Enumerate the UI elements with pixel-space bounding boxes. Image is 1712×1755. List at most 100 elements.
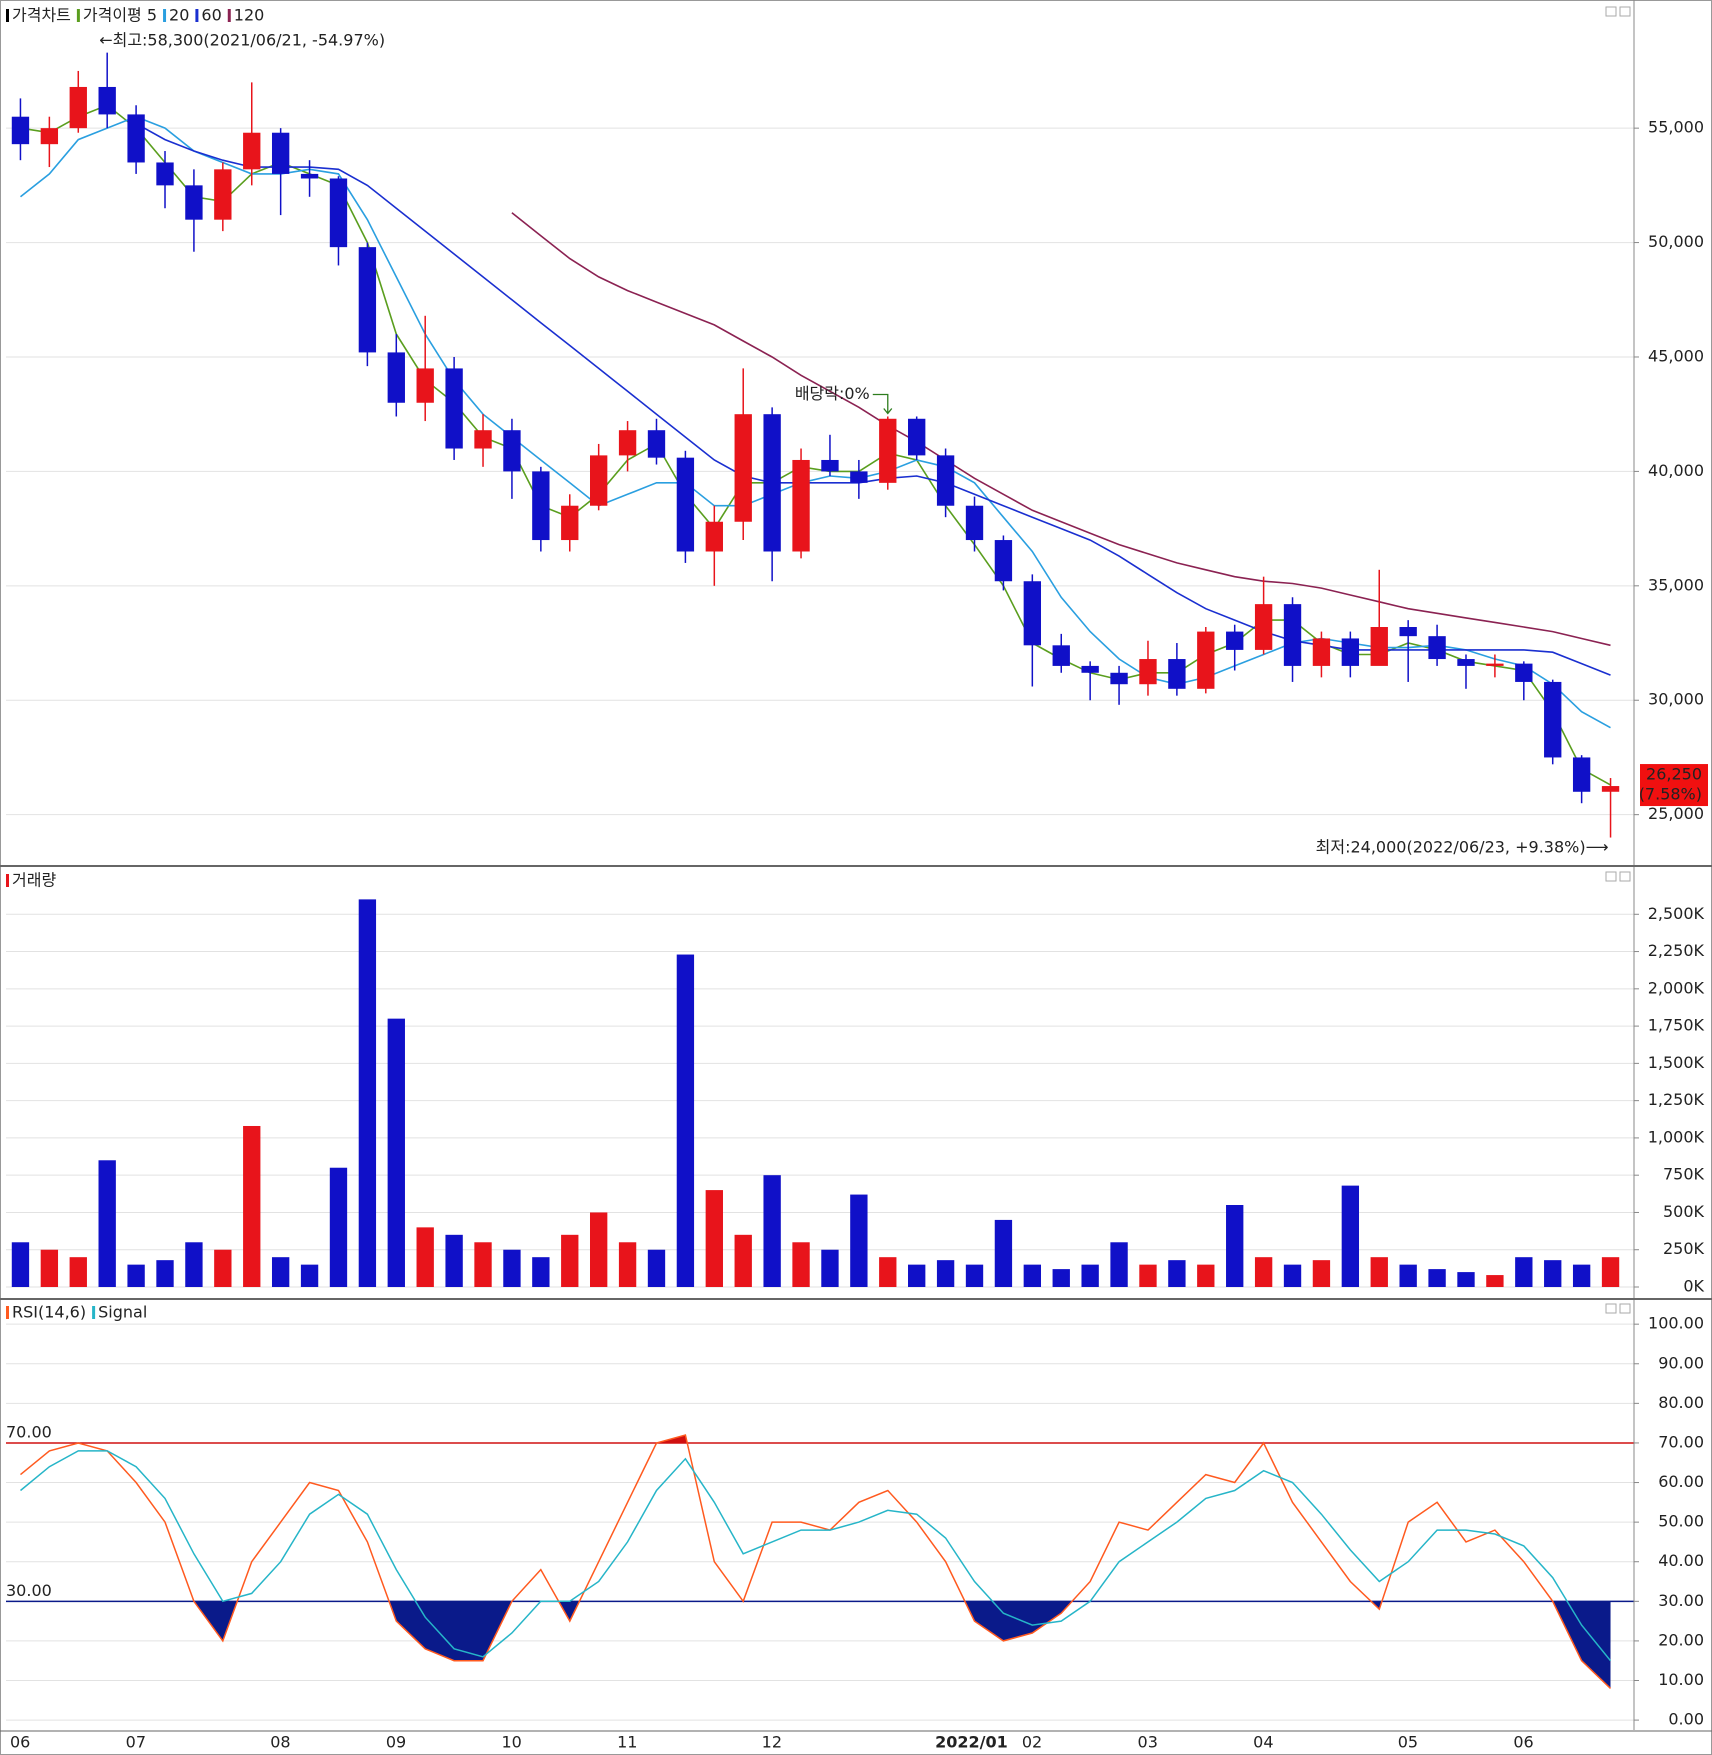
volume-bar — [1544, 1260, 1562, 1287]
candle-body — [185, 185, 203, 220]
candle-body — [214, 169, 232, 220]
candle-body — [763, 414, 781, 552]
legend-marker — [163, 9, 167, 22]
legend-marker — [6, 9, 9, 22]
volume-bar — [185, 1242, 203, 1287]
volume-bar — [503, 1249, 521, 1287]
panel-button[interactable] — [1619, 871, 1631, 882]
candle-body — [1168, 659, 1186, 689]
y-tick-label: 60.00 — [1658, 1472, 1704, 1491]
panel-button[interactable] — [1619, 6, 1631, 17]
candle-body — [618, 430, 637, 456]
volume-bar — [1601, 1257, 1620, 1287]
volume-bar — [763, 1175, 781, 1287]
volume-bar — [1283, 1264, 1302, 1287]
volume-bar — [1486, 1275, 1504, 1287]
candle-body — [792, 459, 810, 552]
candle-body — [445, 368, 463, 449]
y-tick-label: 500K — [1663, 1202, 1705, 1221]
panel-button[interactable] — [1605, 6, 1617, 17]
volume-bar — [1341, 1185, 1360, 1287]
x-tick-label: 05 — [1398, 1733, 1418, 1752]
legend-marker — [6, 1306, 9, 1319]
legend-label: 가격차트 — [12, 6, 71, 25]
indicator-line — [20, 1434, 1612, 1689]
panel-button[interactable] — [1619, 1303, 1631, 1314]
legend-label: 20 — [169, 6, 189, 25]
y-tick-label: 90.00 — [1658, 1353, 1704, 1372]
candle-body — [850, 471, 868, 483]
volume-bar — [676, 954, 695, 1287]
candle-body — [1226, 631, 1244, 650]
volume-bar — [98, 1160, 116, 1287]
y-tick-label: 50.00 — [1658, 1512, 1704, 1531]
volume-bar — [1139, 1264, 1157, 1287]
candle-body — [1254, 604, 1273, 650]
candle-body — [474, 430, 492, 449]
volume-bar — [618, 1242, 637, 1287]
volume-bar — [11, 1242, 30, 1287]
volume-bar — [1110, 1242, 1128, 1287]
moving-average-line — [511, 212, 1611, 647]
y-tick-label: 40,000 — [1648, 461, 1704, 480]
y-tick-label: 1,750K — [1648, 1016, 1705, 1035]
y-tick-label: 1,000K — [1648, 1127, 1705, 1146]
volume-bar — [1515, 1257, 1533, 1287]
volume-bar — [908, 1264, 926, 1287]
volume-bar — [561, 1234, 579, 1287]
x-tick-label: 04 — [1253, 1733, 1273, 1752]
text-layer: 06 07 08 09 10 11 12 2022/01 02 03 04 05 06 25,000 30,… — [6, 6, 1708, 1752]
panel-button[interactable] — [1605, 1303, 1617, 1314]
legend-marker — [6, 874, 9, 887]
candle-body — [503, 430, 521, 472]
candle-body — [1515, 663, 1533, 682]
legend-marker — [195, 9, 199, 22]
x-tick-label: 2022/01 — [935, 1733, 1008, 1752]
reference-label: 70.00 — [6, 1422, 52, 1441]
volume-bar — [214, 1249, 232, 1287]
candle-body — [127, 114, 145, 163]
legend-label: RSI(14,6) — [12, 1303, 86, 1322]
volume-bar — [1254, 1257, 1273, 1287]
y-tick-label: 750K — [1663, 1165, 1705, 1184]
candle-body — [879, 418, 897, 483]
candle-body — [908, 418, 926, 456]
candle-body — [821, 459, 839, 472]
candle-body — [1601, 786, 1620, 792]
candle-body — [532, 471, 550, 541]
candle-body — [1572, 757, 1591, 792]
volume-bar — [1052, 1269, 1070, 1287]
volume-bar — [965, 1264, 984, 1287]
y-tick-label: 0.00 — [1668, 1710, 1704, 1729]
dividend-arrow — [872, 393, 893, 415]
candle-body — [1283, 604, 1302, 666]
candle-body — [647, 430, 666, 458]
candle-body — [300, 173, 319, 179]
volume-bar — [329, 1167, 348, 1287]
price-badge — [1640, 764, 1708, 807]
volume-bar — [1081, 1264, 1099, 1287]
high-annotation: ←최고:58,300(2021/06/21, -54.97%) — [99, 31, 385, 50]
x-tick-label: 08 — [270, 1733, 290, 1752]
candle-body — [1052, 645, 1070, 666]
volume-bar — [994, 1219, 1013, 1287]
x-tick-label: 07 — [126, 1733, 146, 1752]
volume-bar — [1370, 1257, 1388, 1287]
candle-body — [1428, 636, 1446, 660]
candle-body — [1370, 627, 1388, 666]
indicator-line — [20, 1450, 1612, 1662]
y-tick-label: 70.00 — [1658, 1432, 1704, 1451]
candle-body — [1110, 672, 1128, 685]
x-tick-label: 06 — [10, 1733, 30, 1752]
panel-button[interactable] — [1605, 871, 1617, 882]
volume-bar — [1023, 1264, 1042, 1287]
y-tick-label: 10.00 — [1658, 1670, 1704, 1689]
y-tick-label: 2,250K — [1648, 941, 1705, 960]
y-tick-label: 50,000 — [1648, 232, 1704, 251]
last-price: 26,250 — [1646, 765, 1702, 784]
marks-layer — [6, 52, 1634, 1689]
candle-body — [358, 247, 377, 353]
moving-average-line — [135, 122, 1611, 676]
